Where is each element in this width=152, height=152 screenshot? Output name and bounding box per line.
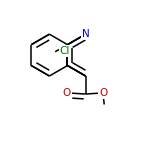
- Text: N: N: [82, 29, 90, 39]
- Text: Cl: Cl: [59, 46, 70, 56]
- Text: O: O: [63, 88, 71, 98]
- Text: O: O: [99, 88, 107, 98]
